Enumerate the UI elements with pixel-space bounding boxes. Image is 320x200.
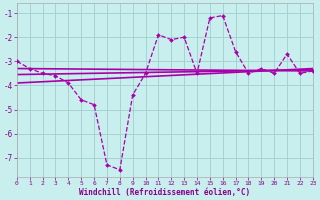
X-axis label: Windchill (Refroidissement éolien,°C): Windchill (Refroidissement éolien,°C) xyxy=(79,188,250,197)
